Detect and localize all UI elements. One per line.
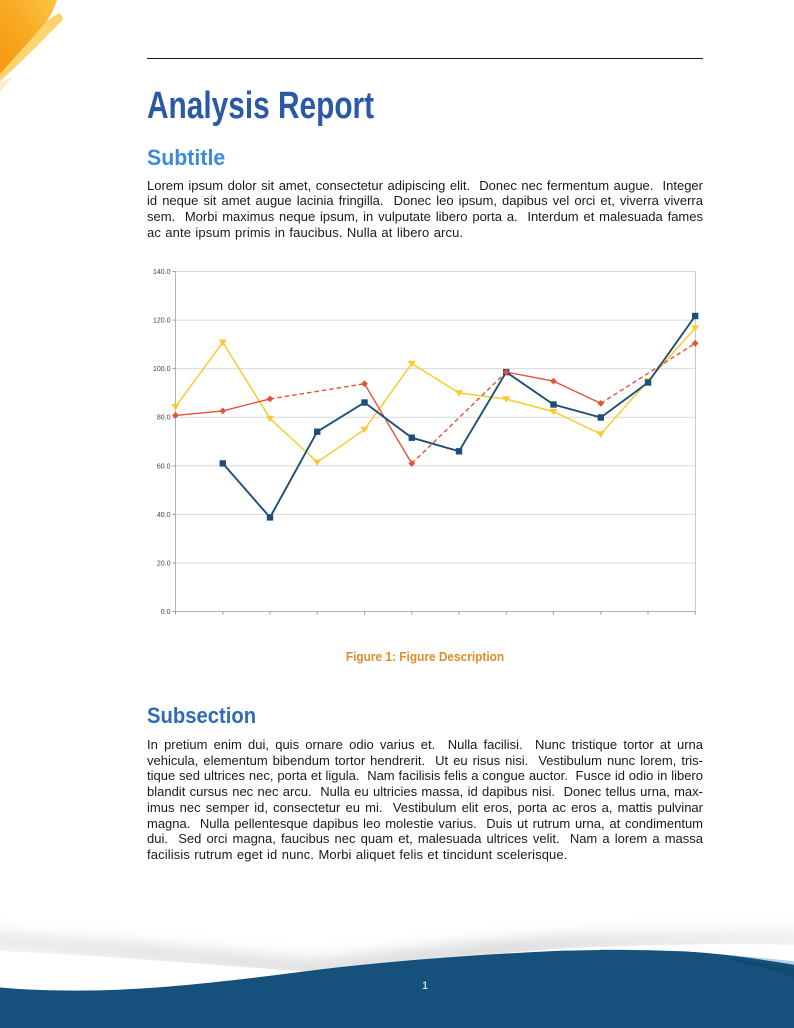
svg-text:0.0: 0.0 bbox=[161, 609, 171, 616]
svg-text:20.0: 20.0 bbox=[157, 560, 171, 567]
svg-text:80.0: 80.0 bbox=[157, 415, 171, 422]
svg-text:40.0: 40.0 bbox=[157, 512, 171, 519]
svg-text:100.0: 100.0 bbox=[153, 366, 171, 373]
svg-text:60.0: 60.0 bbox=[157, 463, 171, 470]
svg-text:120.0: 120.0 bbox=[153, 318, 171, 325]
svg-text:140.0: 140.0 bbox=[153, 269, 171, 276]
